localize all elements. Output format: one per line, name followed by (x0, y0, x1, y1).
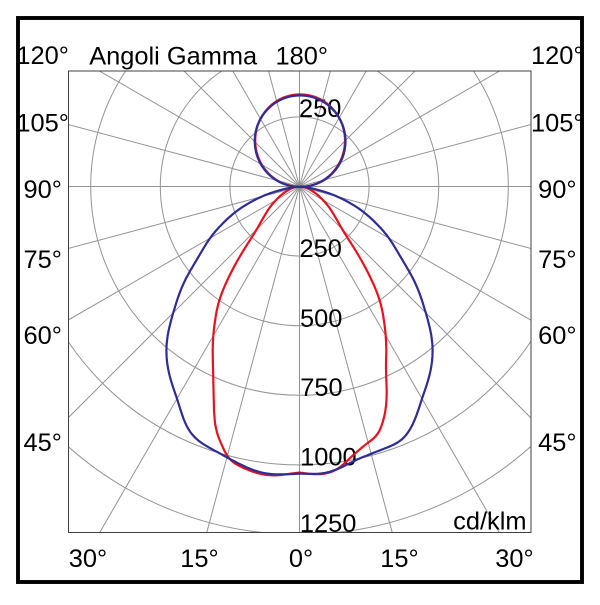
svg-text:45°: 45° (23, 429, 61, 457)
svg-text:105°: 105° (531, 110, 584, 138)
svg-text:15°: 15° (380, 545, 418, 573)
svg-text:90°: 90° (538, 176, 576, 204)
svg-text:0°: 0° (289, 545, 313, 573)
svg-text:120°: 120° (531, 42, 584, 70)
svg-text:120°: 120° (16, 42, 69, 70)
svg-text:30°: 30° (69, 545, 107, 573)
svg-text:60°: 60° (23, 322, 61, 350)
svg-text:60°: 60° (538, 322, 576, 350)
svg-text:750: 750 (300, 374, 342, 402)
svg-text:15°: 15° (180, 545, 218, 573)
svg-text:30°: 30° (495, 545, 533, 573)
svg-text:1000: 1000 (300, 444, 356, 472)
svg-text:1250: 1250 (300, 510, 356, 538)
svg-text:90°: 90° (23, 176, 61, 204)
svg-text:250: 250 (300, 235, 342, 263)
svg-text:75°: 75° (23, 246, 61, 274)
svg-text:45°: 45° (538, 429, 576, 457)
svg-text:cd/klm: cd/klm (453, 507, 526, 535)
svg-text:180°: 180° (276, 43, 329, 71)
svg-text:Angoli Gamma: Angoli Gamma (89, 43, 258, 71)
svg-text:500: 500 (300, 305, 342, 333)
svg-text:75°: 75° (538, 246, 576, 274)
svg-text:105°: 105° (16, 110, 69, 138)
